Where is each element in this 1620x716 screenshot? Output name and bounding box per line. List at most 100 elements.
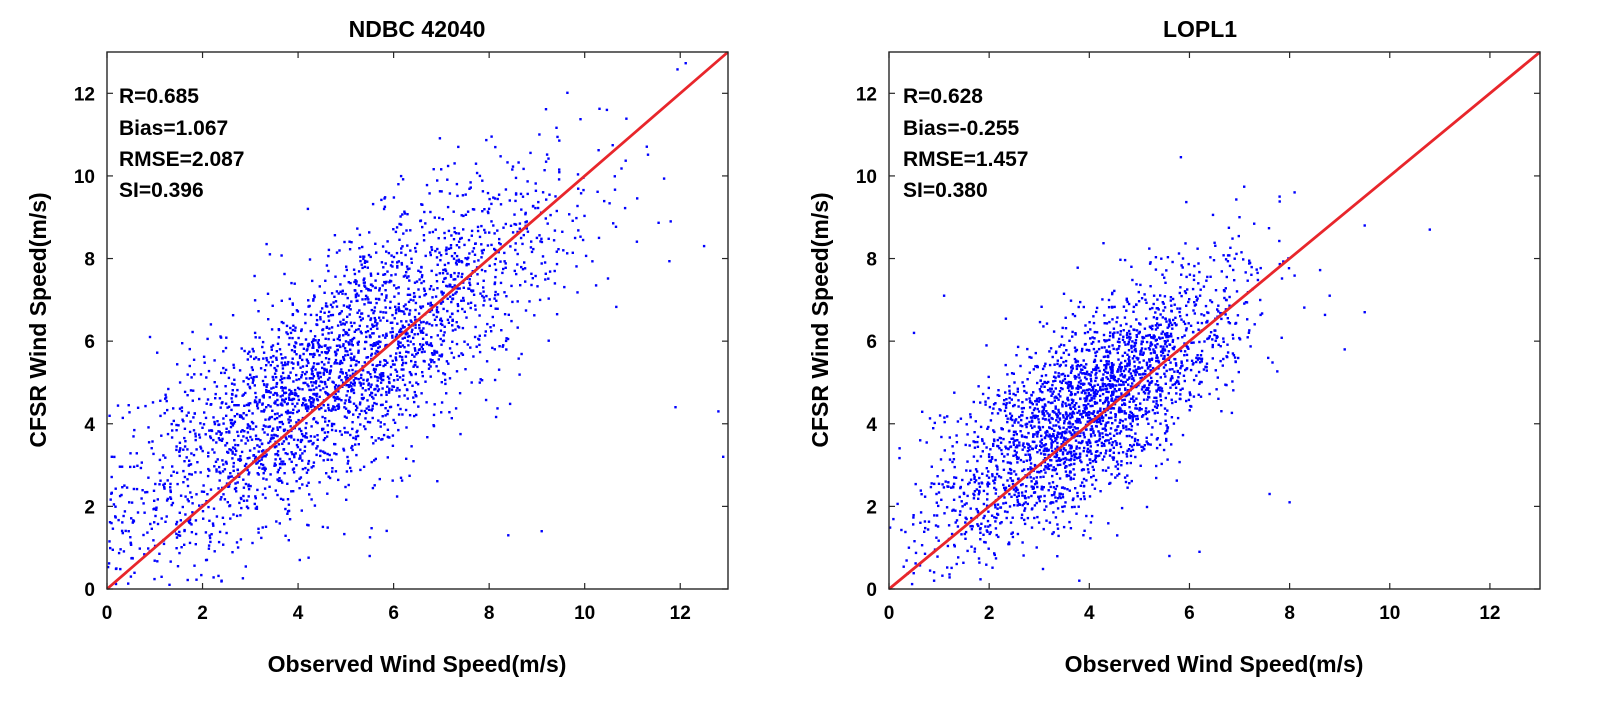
data-point <box>433 351 436 354</box>
data-point <box>1022 460 1025 463</box>
data-point <box>355 430 358 434</box>
data-point <box>435 280 439 283</box>
data-point <box>1014 490 1017 493</box>
data-point <box>1111 422 1114 425</box>
data-point <box>374 368 377 371</box>
data-point <box>385 529 388 533</box>
data-point <box>262 396 265 399</box>
data-point <box>1096 454 1099 458</box>
data-point <box>1030 485 1033 488</box>
data-point <box>414 360 417 364</box>
data-point <box>1057 457 1061 460</box>
y-tick-label: 0 <box>84 580 95 601</box>
data-point <box>208 469 211 472</box>
data-point <box>429 251 432 254</box>
data-point <box>1045 447 1048 450</box>
data-point <box>615 305 618 309</box>
data-point <box>274 458 277 461</box>
data-point <box>555 262 559 266</box>
data-point <box>1063 430 1067 433</box>
data-point <box>1087 438 1090 442</box>
data-point <box>348 313 351 316</box>
data-point <box>179 447 182 450</box>
data-point <box>352 388 355 392</box>
data-point <box>1071 415 1074 419</box>
data-point <box>504 222 507 226</box>
data-point <box>408 267 411 270</box>
data-point <box>198 436 202 439</box>
data-point <box>384 344 387 347</box>
data-point <box>129 536 132 539</box>
data-point <box>474 308 477 311</box>
data-point <box>343 402 347 405</box>
y-tick-label: 10 <box>74 167 95 188</box>
data-point <box>1079 421 1082 424</box>
data-point <box>1167 392 1170 395</box>
data-point <box>312 441 315 445</box>
data-point <box>1015 495 1019 499</box>
data-point <box>298 356 302 360</box>
data-point <box>1205 321 1208 324</box>
data-point <box>445 246 448 249</box>
data-point <box>256 407 260 410</box>
data-point <box>159 479 162 482</box>
data-point <box>283 462 286 466</box>
data-point <box>989 448 992 451</box>
data-point <box>333 442 336 446</box>
data-point <box>1253 323 1256 326</box>
data-point <box>290 436 293 439</box>
data-point <box>163 485 166 489</box>
data-point <box>1060 434 1064 437</box>
data-point <box>310 498 313 501</box>
data-point <box>375 301 378 305</box>
data-point <box>370 347 373 351</box>
data-point <box>273 446 277 449</box>
data-point <box>138 547 141 550</box>
data-point <box>168 583 171 586</box>
data-point <box>456 287 459 290</box>
data-point <box>398 351 402 354</box>
data-point <box>1021 504 1024 507</box>
data-point <box>1074 439 1078 442</box>
data-point <box>1079 379 1082 382</box>
data-point <box>265 385 268 388</box>
data-point <box>355 377 358 380</box>
data-point <box>1010 495 1013 498</box>
x-tick-label: 4 <box>293 603 304 624</box>
data-point <box>404 408 408 412</box>
data-point <box>338 397 341 400</box>
data-point <box>156 498 159 501</box>
data-point <box>1076 495 1079 498</box>
data-point <box>141 489 144 492</box>
data-point <box>540 530 543 533</box>
data-point <box>995 533 998 537</box>
data-point <box>1081 347 1084 351</box>
data-point <box>1216 376 1219 379</box>
data-point <box>381 245 385 248</box>
data-point <box>547 157 550 160</box>
data-point <box>287 360 290 364</box>
data-point <box>386 409 390 413</box>
data-point <box>308 304 311 308</box>
data-point <box>973 446 977 449</box>
data-point <box>265 453 268 456</box>
data-point <box>1163 407 1167 410</box>
data-point <box>1071 367 1074 370</box>
data-point <box>433 403 436 406</box>
data-point <box>460 236 463 240</box>
data-point <box>175 536 179 539</box>
data-point <box>397 183 400 186</box>
data-point <box>1107 345 1111 348</box>
data-point <box>1159 422 1162 425</box>
data-point <box>470 289 473 292</box>
data-point <box>250 438 254 441</box>
data-point <box>577 187 580 190</box>
data-point <box>1227 226 1231 229</box>
data-point <box>955 441 959 444</box>
data-point <box>1063 431 1067 435</box>
data-point <box>986 483 989 486</box>
data-point <box>596 190 599 193</box>
data-point <box>132 435 135 438</box>
data-point <box>488 264 491 267</box>
data-point <box>179 494 183 497</box>
